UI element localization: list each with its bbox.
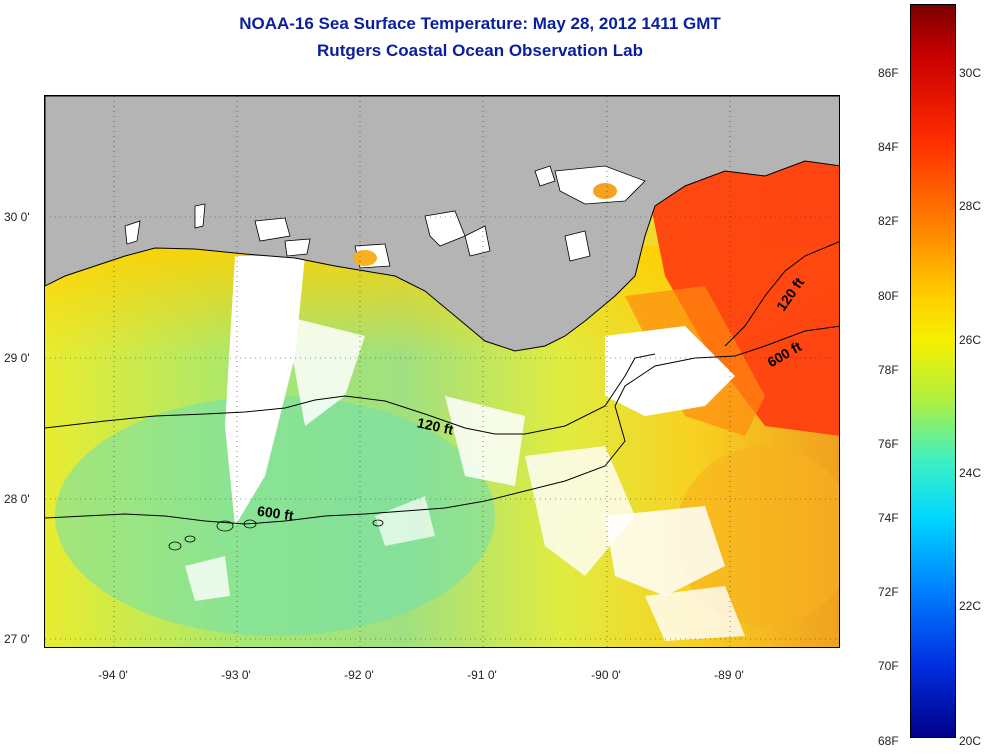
cb-label-74f: 74F [878, 511, 899, 525]
lon-label-90: -90 0' [591, 668, 621, 682]
cool-patch [55, 396, 495, 636]
cb-label-80f: 80F [878, 289, 899, 303]
cb-label-76f: 76F [878, 437, 899, 451]
cb-label-24c: 24C [959, 466, 982, 480]
lat-label-28: 28 0' [4, 492, 30, 506]
cb-label-78f: 78F [878, 363, 899, 377]
land-water-features [124, 165, 646, 269]
no-data-regions [185, 256, 745, 641]
contour-120ft-east [724, 241, 839, 347]
cb-label-82f: 82F [878, 214, 899, 228]
cb-label-28c: 28C [959, 199, 982, 213]
map-subtitle: Rutgers Coastal Ocean Observation Lab [317, 41, 643, 60]
reef-outlines [168, 519, 384, 551]
lat-label-29: 29 0' [4, 351, 30, 365]
lat-label-30: 30 0' [4, 210, 30, 224]
lon-label-89: -89 0' [714, 668, 744, 682]
contour-label-600ft-west: 600 ft [256, 503, 295, 524]
lon-label-94: -94 0' [98, 668, 128, 682]
warm-southeast [675, 446, 839, 626]
cb-label-84f: 84F [878, 140, 899, 154]
contour-600ft-west [45, 325, 839, 525]
cb-label-70f: 70F [878, 659, 899, 673]
lon-label-91: -91 0' [467, 668, 497, 682]
cb-label-22c: 22C [959, 599, 982, 613]
cb-label-20c: 20C [959, 734, 982, 748]
sst-map[interactable]: 120 ft 600 ft 120 ft 600 ft [44, 95, 840, 648]
cb-label-86f: 86F [878, 66, 899, 80]
cb-label-72f: 72F [878, 585, 899, 599]
lon-label-93: -93 0' [221, 668, 251, 682]
lat-label-27: 27 0' [4, 632, 30, 646]
contour-label-120ft-west: 120 ft [416, 414, 455, 437]
map-title: NOAA-16 Sea Surface Temperature: May 28,… [239, 14, 721, 33]
cb-label-30c: 30C [959, 66, 982, 80]
graticule [45, 96, 839, 647]
cb-label-26c: 26C [959, 333, 982, 347]
cb-label-68f: 68F [878, 734, 899, 748]
warm-east-patch [645, 156, 839, 436]
temperature-colorbar [910, 4, 956, 738]
contour-120ft-west [45, 353, 656, 435]
lon-label-92: -92 0' [344, 668, 374, 682]
